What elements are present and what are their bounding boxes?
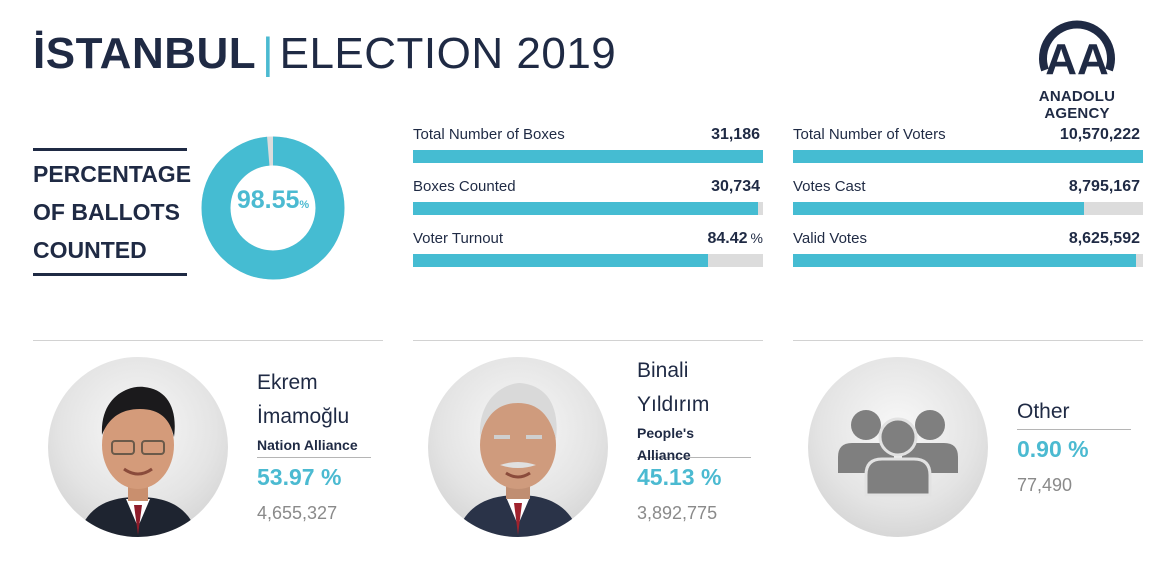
logo-letters: AA — [1045, 35, 1109, 84]
progress-fill — [413, 202, 758, 215]
stat-label: Boxes Counted — [413, 178, 516, 195]
stat-total-boxes: Total Number of Boxes 31,186 — [413, 126, 763, 170]
progress-fill — [793, 254, 1137, 267]
candidate-name-line: Binali — [637, 359, 689, 382]
progress-bar — [413, 202, 763, 215]
candidate-votes: 4,655,327 — [257, 503, 338, 523]
ballots-percent-unit: % — [299, 199, 310, 211]
donut-fill — [201, 136, 345, 280]
other-photo — [808, 357, 988, 537]
stat-value: 30,734 — [711, 178, 760, 195]
candidate-name-line: Yıldırım — [637, 393, 710, 416]
candidate-votes: 77,490 — [1017, 475, 1073, 495]
title-city: İSTANBUL — [33, 29, 257, 78]
stat-valid-votes: Valid Votes 8,625,592 — [793, 230, 1143, 274]
stat-voter-turnout: Voter Turnout 84.42% — [413, 230, 763, 274]
stat-label: Votes Cast — [793, 178, 866, 195]
divider — [413, 340, 763, 341]
progress-fill — [413, 150, 763, 163]
stat-value: 8,795,167 — [1068, 178, 1140, 195]
candidate-2-info: Binali Yıldırım People's Alliance 45.13 … — [637, 354, 777, 524]
page-title: İSTANBUL | ELECTION 2019 — [33, 28, 616, 80]
stat-label: Voter Turnout — [413, 230, 504, 247]
logo-text: ANADOLU AGENCY — [1038, 88, 1116, 122]
stat-value: 84.42% — [707, 230, 764, 247]
candidate-1-photo — [48, 357, 228, 537]
other-info: Other 0.90 % 77,490 — [1017, 395, 1147, 496]
progress-bar — [793, 150, 1143, 163]
candidate-alliance: People's — [637, 425, 695, 441]
candidate-underline — [637, 457, 751, 458]
ballots-label-line-1: PERCENTAGE — [33, 161, 192, 187]
candidate-2-photo — [428, 357, 608, 537]
title-subtitle: ELECTION 2019 — [279, 29, 617, 78]
stat-votes-cast: Votes Cast 8,795,167 — [793, 178, 1143, 222]
ballots-label-line-2: OF BALLOTS — [33, 199, 180, 225]
candidate-name-line: İmamoğlu — [257, 405, 350, 428]
ballots-donut: 98.55% — [198, 133, 348, 283]
stat-label: Valid Votes — [793, 230, 867, 247]
progress-bar — [413, 150, 763, 163]
stat-label: Total Number of Voters — [793, 126, 946, 143]
aa-logo-icon: AA — [1039, 20, 1115, 84]
candidate-percent: 45.13 % — [637, 464, 722, 490]
stat-value: 10,570,222 — [1059, 126, 1140, 143]
progress-bar — [793, 254, 1143, 267]
candidate-1-info: Ekrem İmamoğlu Nation Alliance 53.97 % 4… — [257, 366, 397, 524]
stat-label: Total Number of Boxes — [413, 126, 565, 143]
progress-fill — [793, 150, 1143, 163]
candidate-underline — [257, 457, 371, 458]
candidate-name-line: Ekrem — [257, 371, 318, 394]
title-separator: | — [262, 29, 274, 78]
ballots-label-line-3: COUNTED — [33, 237, 147, 263]
candidate-1-portrait-icon — [78, 386, 198, 537]
divider — [33, 340, 383, 341]
stat-value: 8,625,592 — [1068, 230, 1140, 247]
candidate-underline — [1017, 429, 1131, 430]
progress-bar — [413, 254, 763, 267]
candidate-percent: 0.90 % — [1017, 436, 1089, 462]
candidate-percent: 53.97 % — [257, 464, 342, 490]
stat-total-voters: Total Number of Voters 10,570,222 — [793, 126, 1143, 170]
ballots-counted-label: PERCENTAGE OF BALLOTS COUNTED — [33, 148, 192, 276]
stat-boxes-counted: Boxes Counted 30,734 — [413, 178, 763, 222]
anadolu-agency-logo[interactable]: AA ANADOLU AGENCY — [1012, 8, 1142, 122]
candidate-alliance: Nation Alliance — [257, 437, 358, 453]
candidate-votes: 3,892,775 — [637, 503, 718, 523]
candidate-2-portrait-icon — [456, 383, 580, 537]
group-people-icon — [838, 410, 958, 497]
progress-fill — [413, 254, 709, 267]
candidate-name-line: Other — [1017, 400, 1070, 423]
ballots-percent-value: 98.55 — [236, 186, 300, 214]
ballots-percent: 98.55% — [198, 186, 348, 215]
stat-value: 31,186 — [711, 126, 760, 143]
candidate-alliance: Alliance — [637, 447, 691, 463]
progress-bar — [793, 202, 1143, 215]
divider — [793, 340, 1143, 341]
progress-fill — [793, 202, 1085, 215]
